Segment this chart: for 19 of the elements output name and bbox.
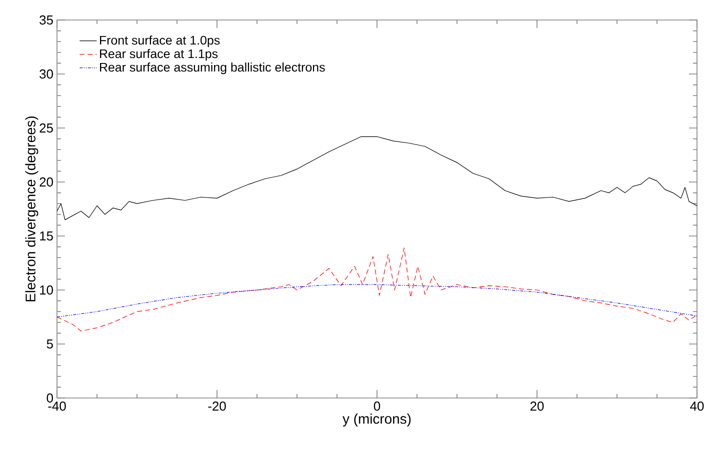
x-tick-label: -20	[208, 402, 226, 411]
x-axis-title: y (microns)	[342, 414, 411, 427]
y-tick-label: 0	[46, 393, 53, 403]
y-tick-label: 35	[40, 15, 53, 25]
legend-label: Front surface at 1.0ps	[100, 36, 220, 48]
y-tick-label: 20	[40, 177, 53, 187]
y-axis-title: Electron divergence (degrees)	[25, 116, 38, 302]
x-tick-label: 20	[530, 402, 544, 411]
y-tick-label: 15	[40, 231, 53, 241]
x-tick-label: 0	[374, 402, 380, 411]
y-tick-label: 10	[40, 285, 53, 295]
x-tick-label: -40	[48, 402, 66, 411]
legend-label: Rear surface at 1.1ps	[100, 49, 218, 61]
y-tick-label: 25	[40, 123, 53, 133]
y-tick-label: 30	[40, 69, 53, 79]
y-tick-label: 5	[46, 339, 53, 349]
x-tick-label: 40	[690, 402, 704, 411]
line-series	[57, 248, 698, 332]
legend-label: Rear surface assuming ballistic electrons	[100, 62, 325, 74]
